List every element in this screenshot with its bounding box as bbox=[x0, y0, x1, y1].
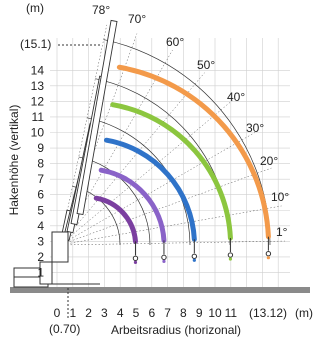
hook-2 bbox=[162, 259, 166, 263]
y-tick-7: 7 bbox=[37, 172, 44, 186]
y-tick-12: 12 bbox=[31, 94, 45, 108]
x-axis-title: Arbeitsradius (horizonal) bbox=[111, 323, 241, 337]
hook-block-3 bbox=[191, 253, 198, 259]
y-tick-2: 2 bbox=[37, 250, 44, 264]
angle-label-10: 10° bbox=[271, 190, 289, 204]
angle-label-30: 30° bbox=[246, 121, 264, 135]
boom-5 bbox=[76, 19, 118, 216]
x-tick-0: 0 bbox=[54, 306, 61, 320]
x-tick-5: 5 bbox=[133, 306, 140, 320]
max-height-label: (15.1) bbox=[20, 37, 51, 51]
y-axis-title: Hakenhöhe (vertikal) bbox=[7, 105, 21, 216]
x-tick-7: 7 bbox=[164, 306, 171, 320]
y-tick-5: 5 bbox=[37, 203, 44, 217]
working-arc-section-2 bbox=[98, 167, 167, 243]
x-tick-11: 11 bbox=[225, 306, 238, 320]
x-tick-3: 3 bbox=[101, 306, 108, 320]
hook-markers bbox=[132, 236, 272, 264]
angle-label-1: 1° bbox=[276, 225, 288, 239]
angle-label-20: 20° bbox=[260, 154, 278, 168]
hook-block-2 bbox=[161, 254, 167, 261]
working-arc-section-3 bbox=[103, 137, 197, 242]
x-tick-2: 2 bbox=[85, 306, 92, 320]
y-tick-8: 8 bbox=[37, 157, 44, 171]
reference-arc-1 bbox=[78, 156, 151, 246]
hook-block-5 bbox=[265, 251, 272, 257]
x-unit-label: (m) bbox=[295, 306, 313, 320]
hook-5 bbox=[266, 256, 270, 260]
boom-silhouettes bbox=[51, 19, 118, 263]
angle-ray-1 bbox=[59, 240, 285, 246]
x-tick-10: 10 bbox=[208, 306, 222, 320]
angle-ray-60 bbox=[59, 50, 173, 246]
x-tick-8: 8 bbox=[180, 306, 187, 320]
x-axis-tick-labels: 0 1 2 3 4 5 6 7 8 9 10 11 bbox=[54, 306, 238, 320]
max-radius-label: (13.12) bbox=[249, 306, 287, 320]
y-tick-3: 3 bbox=[37, 234, 44, 248]
hook-1 bbox=[133, 260, 138, 264]
angle-label-40: 40° bbox=[227, 90, 245, 104]
angle-ray-40 bbox=[59, 100, 233, 246]
y-tick-13: 13 bbox=[31, 79, 45, 93]
reference-arc-2 bbox=[86, 117, 191, 246]
y-tick-11: 11 bbox=[32, 110, 45, 124]
working-arc-section-4 bbox=[110, 102, 233, 241]
hook-4 bbox=[228, 257, 233, 261]
angle-ray-10 bbox=[59, 205, 282, 246]
hook-block-1 bbox=[132, 255, 139, 262]
y-tick-9: 9 bbox=[37, 141, 44, 155]
hook-3 bbox=[192, 258, 196, 262]
angle-ray-50 bbox=[59, 72, 205, 246]
boom-body-5 bbox=[76, 19, 118, 216]
y-tick-4: 4 bbox=[37, 219, 44, 233]
angle-label-70: 70° bbox=[128, 12, 146, 26]
x-tick-4: 4 bbox=[117, 306, 124, 320]
x-tick-1: 1 bbox=[69, 306, 76, 320]
working-range-arcs bbox=[93, 64, 271, 244]
hook-block-4 bbox=[227, 252, 234, 258]
working-arc-section-5 bbox=[116, 64, 271, 240]
angle-ray-30 bbox=[59, 132, 255, 246]
angle-ray-78 bbox=[59, 24, 108, 246]
angle-ray-20 bbox=[59, 167, 272, 246]
y-tick-1: 1 bbox=[37, 265, 44, 279]
angle-label-78: 78° bbox=[92, 3, 110, 17]
x-tick-9: 9 bbox=[196, 306, 203, 320]
y-tick-14: 14 bbox=[31, 63, 45, 77]
angle-labels: 78° 70° 60° 50° 40° 30° 20° 10° 1° bbox=[92, 3, 289, 239]
boom-base bbox=[51, 231, 69, 263]
y-tick-10: 10 bbox=[31, 126, 45, 140]
angle-reference-lines bbox=[59, 24, 285, 246]
working-arc-section-1 bbox=[93, 195, 138, 244]
ground-bar bbox=[10, 287, 310, 293]
y-unit-label: (m) bbox=[26, 1, 44, 15]
angle-label-50: 50° bbox=[197, 58, 215, 72]
angle-label-60: 60° bbox=[166, 35, 184, 49]
angle-ray-70 bbox=[59, 33, 138, 246]
x-tick-6: 6 bbox=[148, 306, 155, 320]
min-radius-label: (0.70) bbox=[49, 322, 80, 336]
y-tick-6: 6 bbox=[37, 188, 44, 202]
truck-silhouette bbox=[13, 261, 100, 288]
